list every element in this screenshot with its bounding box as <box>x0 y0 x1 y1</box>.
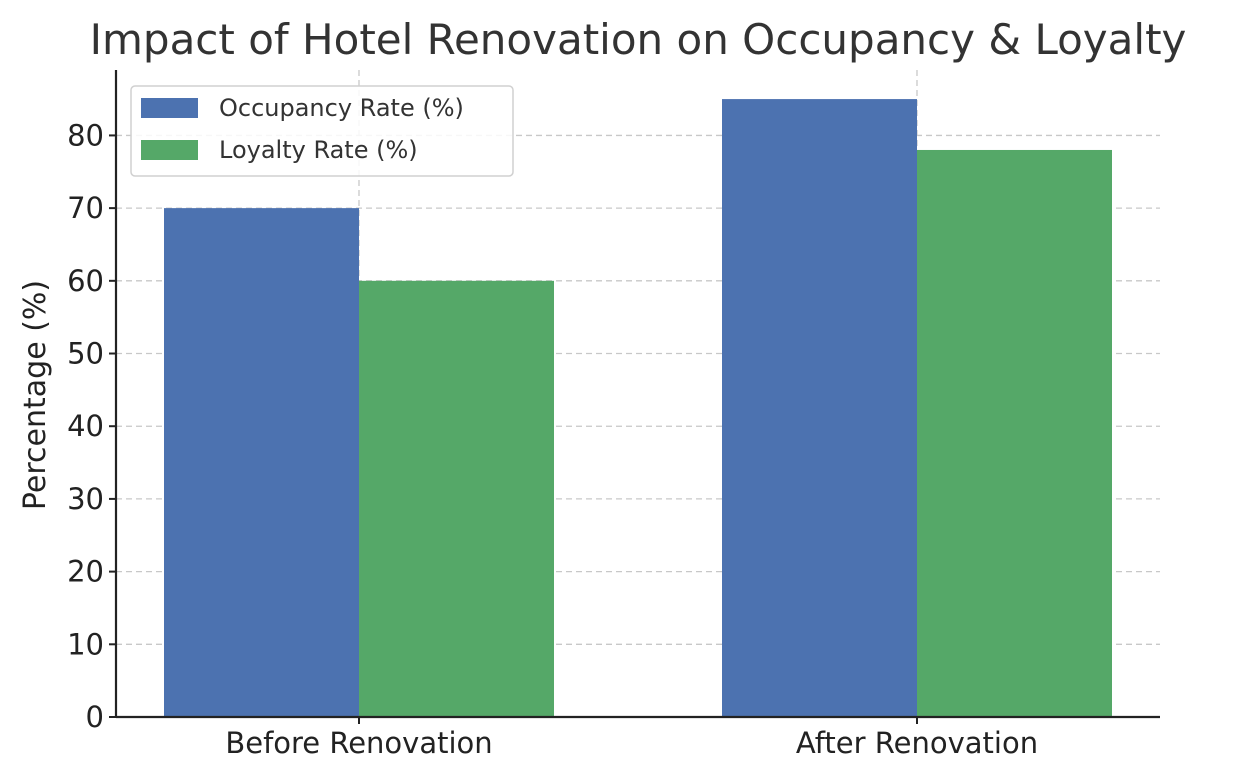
y-tick-label: 10 <box>67 627 104 661</box>
y-tick-label: 40 <box>67 409 104 443</box>
y-tick-label: 50 <box>67 337 104 371</box>
bar <box>359 280 554 717</box>
x-tick-label: After Renovation <box>796 726 1038 760</box>
y-tick-label: 70 <box>67 191 104 225</box>
bar <box>722 99 917 717</box>
bar <box>164 208 359 717</box>
axes: 0 10 20 30 40 50 60 70 80 Before Renovation After … <box>67 70 1160 760</box>
legend: Occupancy Rate (%) Loyalty Rate (%) <box>130 85 514 177</box>
legend-swatch <box>141 98 198 118</box>
legend-swatch <box>141 140 198 160</box>
x-tick-label: Before Renovation <box>225 726 492 760</box>
y-tick-label: 0 <box>86 700 104 734</box>
y-tick-label: 30 <box>67 482 104 516</box>
bars <box>164 99 1112 717</box>
chart-title: Impact of Hotel Renovation on Occupancy … <box>90 15 1187 64</box>
legend-box <box>130 85 514 177</box>
legend-label: Occupancy Rate (%) <box>219 94 464 122</box>
y-tick-label: 60 <box>67 264 104 298</box>
bar <box>917 149 1112 717</box>
legend-label: Loyalty Rate (%) <box>219 136 418 164</box>
y-tick-label: 20 <box>67 555 104 589</box>
y-tick-label: 80 <box>67 118 104 152</box>
y-axis-label: Percentage (%) <box>18 280 53 510</box>
